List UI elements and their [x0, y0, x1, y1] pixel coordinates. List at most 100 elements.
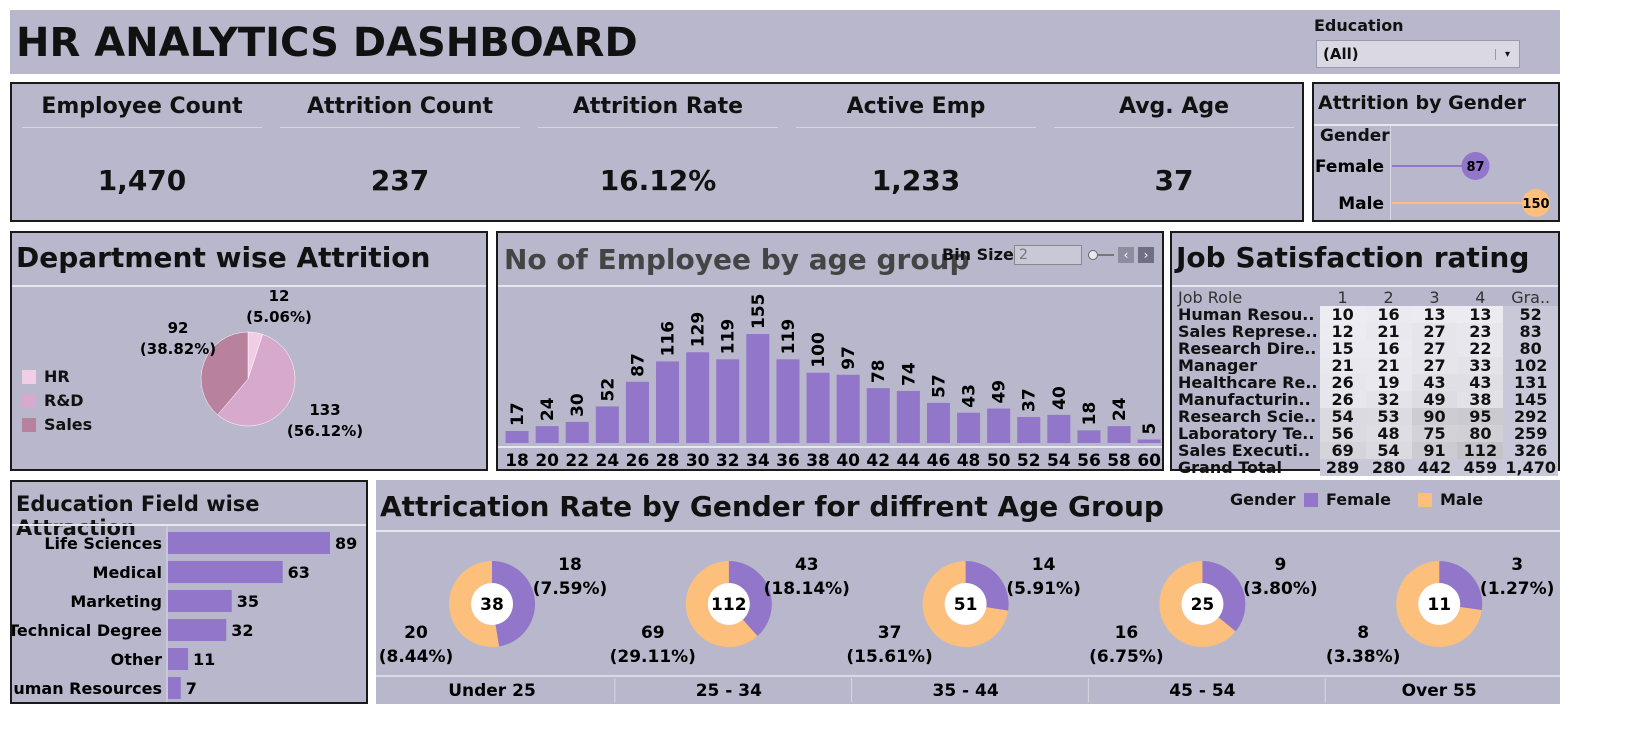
male-percent-label: (3.38%)	[1326, 647, 1401, 667]
slider-thumb	[1088, 250, 1098, 260]
legend-item-female[interactable]: Female	[1304, 490, 1391, 509]
title-separator	[1314, 124, 1558, 126]
bar-value-label: 89	[335, 534, 357, 553]
female-value-label: 18	[558, 555, 582, 575]
title-separator	[12, 524, 366, 526]
column-header-1[interactable]: 1	[1337, 288, 1348, 307]
column-header-job-role[interactable]: Job Role	[1178, 288, 1243, 307]
rating-cell: 54	[1365, 442, 1412, 459]
legend-swatch	[1304, 492, 1318, 507]
donut-slice-male	[685, 561, 758, 647]
x-tick-label: 34	[746, 451, 770, 469]
rating-cell: 27	[1411, 340, 1458, 357]
column-header-grand-total[interactable]: Gra..	[1511, 288, 1551, 307]
rating-cell: 289	[1319, 459, 1366, 476]
kpi-label: Avg. Age	[1054, 86, 1294, 128]
bin-size-input[interactable]: 2	[1014, 245, 1082, 265]
kpi-employee-count: Employee Count 1,470	[22, 86, 262, 197]
title-separator	[376, 530, 1560, 532]
x-tick-label: 58	[1107, 451, 1131, 469]
grand-total-row[interactable]: Grand Total 289 280 442 459 1,470	[1176, 459, 1558, 476]
female-percent-label: (7.59%)	[533, 579, 608, 599]
bar	[1137, 439, 1161, 443]
rating-cell: 12	[1319, 323, 1366, 340]
bar-value-label: 116	[659, 321, 679, 357]
kpi-value: 37	[1154, 164, 1194, 197]
x-tick-label: 54	[1047, 451, 1071, 469]
title-separator	[498, 285, 1162, 287]
bar-value-label: 37	[1020, 388, 1040, 412]
rating-cell: 27	[1411, 323, 1458, 340]
table-row[interactable]: Research Dire.. 15 16 27 22 80	[1176, 340, 1558, 357]
bar-value-label: 100	[809, 332, 829, 368]
male-value-label: 8	[1357, 623, 1369, 643]
legend-swatch	[1418, 492, 1432, 507]
bar-value-label: 11	[193, 650, 215, 669]
donut-total-label: 11	[1427, 595, 1451, 615]
legend-item-hr[interactable]: HR	[22, 367, 70, 386]
grand-total-cell: 83	[1503, 323, 1558, 340]
slider-track	[1092, 254, 1114, 256]
job-role-cell: Manager	[1178, 357, 1258, 374]
female-value-label: 14	[1032, 555, 1056, 575]
legend-swatch	[22, 369, 36, 384]
table-row[interactable]: Laboratory Te.. 56 48 75 80 259	[1176, 425, 1558, 442]
table-row[interactable]: Research Scie.. 54 53 90 95 292	[1176, 408, 1558, 425]
increment-button[interactable]: ›	[1138, 247, 1154, 263]
female-value-label: 3	[1511, 555, 1523, 575]
bar	[168, 677, 181, 699]
bar-value-label: 17	[508, 402, 528, 426]
bar	[505, 431, 529, 443]
donut-slice-female	[1202, 561, 1246, 632]
pie-slice	[200, 331, 249, 416]
bar	[565, 421, 589, 443]
column-header-3[interactable]: 3	[1429, 288, 1440, 307]
chevron-left-icon: ‹	[1123, 248, 1129, 262]
panel-title: Education Field wise Attraction	[16, 492, 260, 540]
x-tick-label: 52	[1017, 451, 1041, 469]
education-filter-select[interactable]: (All) ▾	[1316, 40, 1520, 68]
category-label: Technical Degree	[12, 621, 162, 640]
legend-label: HR	[44, 367, 70, 386]
donut-total-label: 112	[711, 595, 747, 615]
table-row[interactable]: Sales Represe.. 12 21 27 23 83	[1176, 323, 1558, 340]
rating-cell: 26	[1319, 391, 1366, 408]
age-group-label: Over 55	[1402, 681, 1477, 701]
rating-cell: 459	[1457, 459, 1504, 476]
table-row[interactable]: Healthcare Re.. 26 19 43 43 131	[1176, 374, 1558, 391]
chevron-down-icon: ▾	[1495, 48, 1519, 60]
bar-value-label: 5	[1140, 423, 1160, 435]
age-group-panel: No of Employee by age group Bin Size 2 ‹…	[496, 231, 1164, 471]
legend-item-sales[interactable]: Sales	[22, 415, 92, 434]
male-value-label: 69	[641, 623, 665, 643]
table-row[interactable]: Human Resou.. 10 16 13 13 52	[1176, 306, 1558, 323]
slice-value-label: 92	[168, 319, 189, 337]
column-header-2[interactable]: 2	[1383, 288, 1394, 307]
legend-item-rd[interactable]: R&D	[22, 391, 84, 410]
bar-value-label: 52	[598, 378, 618, 402]
bar-value-label: 87	[628, 353, 648, 377]
x-tick-label: 42	[866, 451, 890, 469]
table-row[interactable]: Sales Executi.. 69 54 91 112 326	[1176, 442, 1558, 459]
grand-total-cell: 292	[1503, 408, 1558, 425]
bar-value-label: 119	[719, 319, 739, 355]
donut-slice-male	[449, 561, 500, 647]
panel-title: Department wise Attrition	[16, 241, 431, 274]
x-tick-label: 20	[535, 451, 559, 469]
donut-hole	[1418, 583, 1461, 625]
table-row[interactable]: Manager 21 21 27 33 102	[1176, 357, 1558, 374]
legend-label: R&D	[44, 391, 84, 410]
decrement-button[interactable]: ‹	[1118, 247, 1134, 263]
x-tick-label: 60	[1137, 451, 1161, 469]
legend-item-male[interactable]: Male	[1418, 490, 1483, 509]
table-row[interactable]: Manufacturin.. 26 32 49 38 145	[1176, 391, 1558, 408]
kpi-attrition-count: Attrition Count 237	[280, 86, 520, 197]
donut-total-label: 38	[480, 595, 504, 615]
bin-size-slider[interactable]	[1088, 249, 1114, 261]
donut-hole	[1181, 583, 1224, 625]
bar	[836, 374, 860, 443]
column-header-4[interactable]: 4	[1475, 288, 1486, 307]
bar-value-label: 7	[186, 679, 197, 698]
x-tick-label: 28	[656, 451, 680, 469]
grand-total-cell: 102	[1503, 357, 1558, 374]
